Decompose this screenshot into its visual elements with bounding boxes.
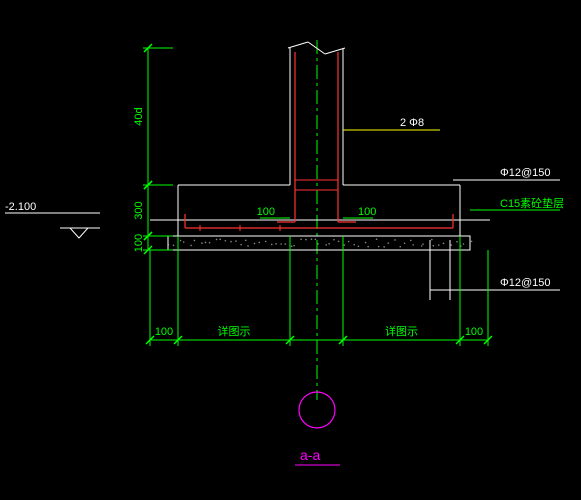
dim-h-1: 100 <box>155 326 173 338</box>
elevation-value: -2.100 <box>5 201 36 213</box>
dim-100: 100 <box>133 234 145 252</box>
section-label: a-a <box>300 447 320 463</box>
dim-100-left: 100 <box>257 206 275 218</box>
label-topmat: Φ12@150 <box>500 167 551 179</box>
label-botmat: Φ12@150 <box>500 277 551 289</box>
dim-100-right: 100 <box>358 206 376 218</box>
dim-h-2: 详图示 <box>218 324 251 338</box>
label-stirrup: 2 Φ8 <box>400 117 424 129</box>
label-cushion: C15素砼垫层 <box>500 196 564 210</box>
dim-300: 300 <box>133 201 145 219</box>
cad-drawing: 2 Φ8 Φ12@150 C15素砼垫层 Φ12@150 -2.100 40d 300 100… <box>0 0 581 500</box>
dim-h-4: 100 <box>465 326 483 338</box>
dim-40d: 40d <box>133 107 145 125</box>
dim-h-3: 详图示 <box>385 324 418 338</box>
